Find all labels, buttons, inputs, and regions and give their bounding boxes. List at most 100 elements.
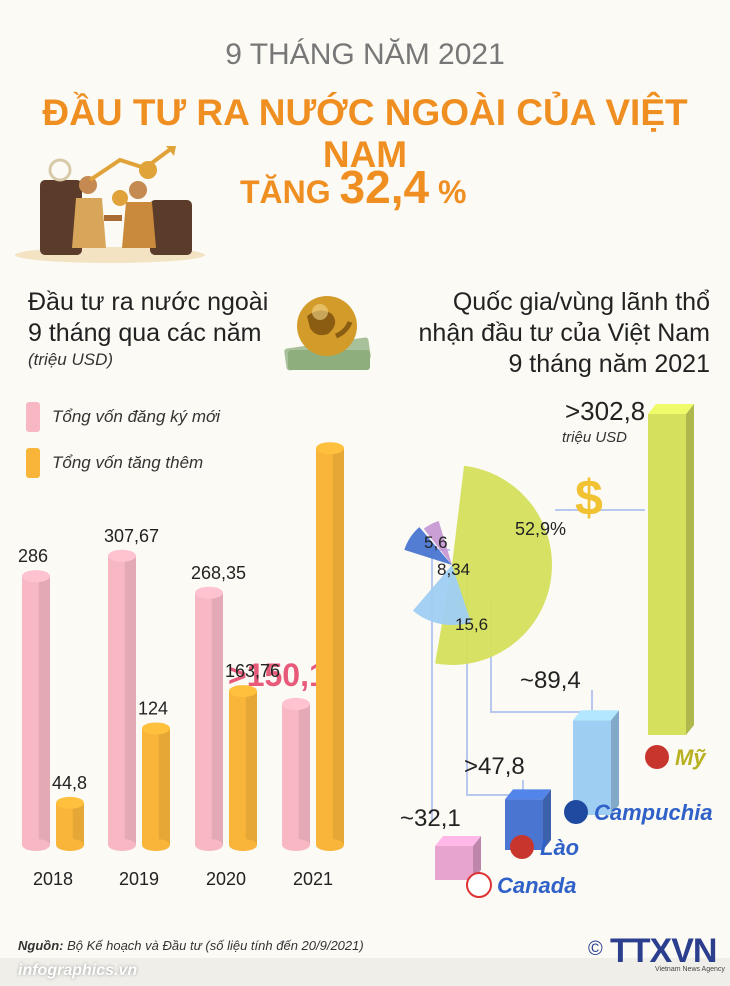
legend-label-new: Tổng vốn đăng ký mới	[52, 407, 221, 426]
source-text: Bộ Kế hoạch và Đầu tư (số liệu tính đến …	[63, 938, 364, 953]
right-section-title: Quốc gia/vùng lãnh thổ nhận đầu tư của V…	[380, 287, 710, 380]
bar-new-2021	[282, 697, 310, 851]
pie-slice-1	[412, 565, 471, 625]
copyright-icon: ©	[588, 938, 603, 960]
bar-value-label: 268,35	[191, 563, 246, 583]
bar-cap	[108, 549, 136, 562]
left-title-line1: Đầu tư ra nước ngoài	[28, 288, 269, 316]
country-bar-Mỹ	[648, 404, 694, 735]
header-subtitle: 9 THÁNG NĂM 2021	[225, 38, 505, 71]
increase-unit: %	[437, 174, 467, 210]
right-title-line1: Quốc gia/vùng lãnh thổ	[452, 288, 710, 316]
country-value-label-Canada: ~32,1	[400, 805, 461, 832]
bar-base	[22, 839, 50, 851]
country-bar-top	[573, 710, 619, 721]
bar-shade	[298, 703, 310, 845]
bar-additional-2019	[142, 722, 170, 851]
country-bar-side	[686, 404, 694, 735]
bar-value-label: 124	[138, 698, 168, 718]
country-name-Mỹ: Mỹ	[675, 745, 707, 770]
x-axis-label-2021: 2021	[293, 869, 333, 889]
legend-swatch-new	[26, 402, 40, 432]
ttxvn-logo: TTXVN	[610, 932, 717, 970]
bottom-bar	[0, 958, 730, 986]
pie-slice-2	[404, 527, 452, 565]
flag-icon-Lào	[510, 835, 534, 859]
flag-icon-Canada	[466, 872, 492, 898]
legend-item-new: Tổng vốn đăng ký mới	[26, 402, 220, 432]
legend-item-additional: Tổng vốn tăng thêm	[26, 448, 220, 478]
pie-label-0: 52,9%	[515, 519, 566, 539]
bar-cap	[142, 722, 170, 735]
legend-label-additional: Tổng vốn tăng thêm	[52, 453, 204, 472]
bar-cap	[22, 570, 50, 583]
legend-swatch-additional	[26, 448, 40, 478]
bar-additional-2018	[56, 796, 84, 851]
country-bar-side	[543, 789, 551, 850]
source-note: Nguồn: Bộ Kế hoạch và Đầu tư (số liệu tí…	[18, 938, 364, 953]
bar-shade	[124, 555, 136, 845]
country-bar-side	[611, 710, 619, 815]
country-bar-top	[435, 835, 481, 846]
bar-cap	[229, 685, 257, 698]
left-unit-label: (triệu USD)	[28, 350, 114, 369]
bar-base	[316, 839, 344, 851]
bar-cap	[316, 442, 344, 455]
bar-additional-2021	[316, 442, 344, 851]
bar-base	[282, 839, 310, 851]
pie-label-1: 15,6	[455, 615, 488, 634]
bar-base	[142, 839, 170, 851]
flag-icon-Mỹ	[645, 745, 669, 769]
bar-additional-2020	[229, 685, 257, 851]
country-bar-front	[573, 720, 611, 815]
connector-lao	[466, 575, 524, 796]
country-value-label-Lào: >47,8	[464, 753, 525, 780]
bar-shade	[332, 448, 344, 845]
left-section-title: Đầu tư ra nước ngoài 9 tháng qua các năm	[28, 287, 268, 349]
bar-shade	[38, 576, 50, 845]
pie-label-2: 8,34	[437, 560, 470, 579]
bar-base	[56, 839, 84, 851]
pie-label-3: 5,6	[424, 533, 448, 552]
website-label[interactable]: infographics.vn	[18, 962, 138, 979]
x-axis-label-2019: 2019	[119, 869, 159, 889]
bar-shade	[158, 728, 170, 845]
bar-cap	[282, 697, 310, 710]
bar-value-label: >422,1	[250, 440, 361, 442]
left-title-line2: 9 tháng qua các năm	[28, 319, 262, 347]
bar-base	[108, 839, 136, 851]
source-label: Nguồn:	[18, 938, 64, 953]
bar-shade	[245, 691, 257, 845]
bar-value-label: 44,8	[52, 773, 87, 793]
country-name-Lào: Lào	[540, 835, 579, 860]
x-axis-label-2020: 2020	[206, 869, 246, 889]
country-name-Canada: Canada	[497, 873, 576, 898]
unit-label-usd: triệu USD	[562, 429, 627, 446]
bar-shade	[72, 802, 84, 845]
country-bar-front	[435, 845, 473, 880]
legend: Tổng vốn đăng ký mới Tổng vốn tăng thêm	[26, 402, 220, 478]
increase-line: TĂNG 32,4 %	[240, 160, 466, 214]
bar-value-label: 286	[18, 546, 48, 566]
investment-by-year-chart: 286307,67268,35>150,144,8124163,76>422,1…	[18, 440, 361, 889]
bar-new-2018	[22, 570, 50, 851]
country-investment-chart: 52,9% 15,6 8,34 5,6 $ >302,8 Mỹ ~89,4 Campuchia >…	[400, 396, 713, 898]
dollar-sign-icon: $	[575, 470, 603, 526]
right-title-line3: 9 tháng năm 2021	[508, 350, 710, 378]
country-value-label-Mỹ: >302,8	[565, 396, 645, 426]
country-value-label-Campuchia: ~89,4	[520, 667, 581, 694]
country-bar-side	[473, 835, 481, 880]
bar-value-label: 163,76	[225, 661, 280, 681]
increase-prefix: TĂNG	[240, 174, 331, 210]
country-bar-front	[648, 414, 686, 735]
bar-new-2020	[195, 586, 223, 851]
globe-money-icon	[284, 296, 371, 371]
country-name-Campuchia: Campuchia	[594, 800, 713, 825]
country-bar-Canada	[435, 835, 481, 880]
business-handshake-illustration	[15, 146, 205, 263]
header-title: ĐẦU TƯ RA NƯỚC NGOÀI CỦA VIỆT NAM	[42, 92, 688, 175]
flag-icon-Campuchia	[564, 800, 588, 824]
ttxvn-logo-subtitle: Vietnam News Agency	[655, 966, 725, 973]
bar-base	[195, 839, 223, 851]
bar-shade	[211, 592, 223, 845]
